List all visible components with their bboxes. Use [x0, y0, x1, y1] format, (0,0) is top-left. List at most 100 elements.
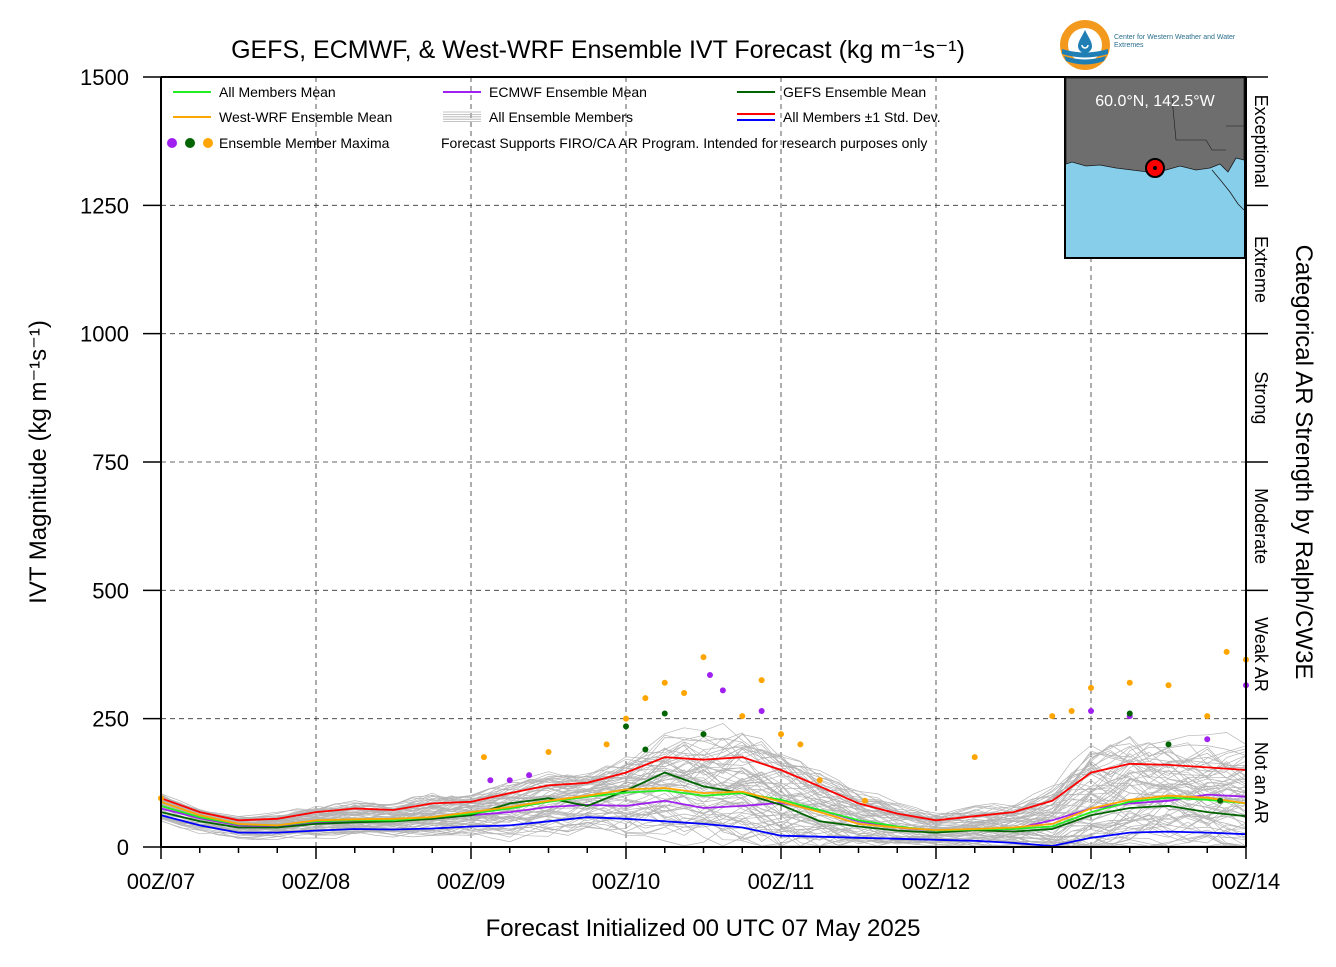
legend-label: All Ensemble Members [489, 109, 633, 125]
logo-text: Center for Western Weather and Water Ext… [1114, 34, 1236, 49]
ensemble-member-line [160, 769, 1247, 828]
x-tick-label: 00Z/10 [592, 869, 661, 894]
y-tick-label: 500 [92, 578, 129, 603]
ensemble-maxima [158, 648, 1249, 804]
x-tick-label: 00Z/11 [748, 869, 815, 894]
legend-label: GEFS Ensemble Mean [783, 84, 926, 100]
maxima-dot [1126, 679, 1133, 686]
maxima-dot [758, 677, 765, 684]
category-label: Exceptional [1251, 95, 1271, 188]
y-tick-label: 1250 [80, 193, 129, 218]
all-members-mean-line [160, 789, 1247, 832]
maxima-dot [623, 715, 629, 722]
y-tick-label: 750 [92, 450, 129, 475]
maxima-dot [739, 713, 746, 720]
maxima-dot [700, 654, 707, 661]
maxima-dot [700, 731, 707, 738]
maxima-dot [1088, 684, 1094, 691]
maxima-dot [1204, 736, 1211, 743]
gefs-mean-line [160, 771, 1247, 834]
maxima-dot [861, 797, 868, 804]
legend-label: ECMWF Ensemble Mean [489, 84, 647, 100]
maxima-dot [1068, 707, 1075, 714]
maxima-dot [603, 741, 610, 748]
location-marker-center [1153, 166, 1157, 170]
legend-swatch [167, 138, 177, 148]
grid-lines [161, 77, 1246, 847]
inset-coast-detail [1211, 169, 1245, 211]
maxima-dot [1088, 707, 1094, 714]
category-label: Extreme [1251, 236, 1271, 303]
y-tick-label: 250 [92, 707, 129, 732]
legend-swatch [185, 138, 195, 148]
inset-map: 60.0°N, 142.5°W [1064, 76, 1246, 259]
ensemble-member-line [160, 799, 1247, 843]
x-tick-label: 00Z/12 [902, 869, 971, 894]
maxima-dot [797, 741, 804, 748]
maxima-dot [1165, 741, 1172, 748]
ensemble-member-line [160, 784, 1247, 839]
axes: 00Z/07 00Z/08 00Z/09 00Z/10 00Z/11 00Z/12 00Z/… [80, 65, 1280, 894]
x-tick-label: 00Z/08 [282, 869, 351, 894]
maxima-dot [661, 679, 668, 686]
maxima-dot [1217, 797, 1224, 804]
y-tick-label: 0 [117, 835, 129, 860]
maxima-dot [706, 672, 713, 679]
maxima-dot [545, 749, 552, 756]
logo-icon [1060, 20, 1110, 70]
maxima-dot [487, 777, 494, 784]
ensemble-member-line [160, 767, 1247, 827]
maxima-dot [1223, 648, 1230, 655]
y-tick-label: 1000 [80, 322, 129, 347]
maxima-dot [681, 690, 688, 696]
category-label: Weak AR [1251, 617, 1271, 692]
legend: All Members Mean ECMWF Ensemble Mean GEFS … [167, 84, 941, 151]
maxima-dot [1049, 713, 1056, 720]
cw3e-logo: Center for Western Weather and Water Ext… [1058, 18, 1258, 74]
maxima-dot [758, 707, 765, 714]
maxima-dot [480, 754, 487, 761]
chart-title: GEFS, ECMWF, & West-WRF Ensemble IVT For… [231, 36, 965, 64]
ecmwf-mean-line [160, 793, 1247, 832]
legend-swatch [203, 138, 213, 148]
ensemble-member-line [160, 747, 1247, 823]
legend-label: All Members Mean [219, 84, 336, 100]
maxima-dot [642, 695, 649, 702]
ensemble-member-line [160, 741, 1247, 820]
inset-land [1065, 77, 1245, 173]
maxima-dot [1165, 682, 1172, 689]
maxima-dot [506, 777, 513, 784]
maxima-dot [816, 777, 823, 784]
maxima-dot [778, 731, 784, 738]
ensemble-member-line [160, 797, 1247, 844]
maxima-dot [526, 772, 533, 779]
maxima-dot [719, 687, 726, 694]
inset-border [1171, 97, 1244, 151]
ensemble-members [160, 723, 1247, 847]
maxima-dot [1204, 713, 1211, 720]
category-label: Moderate [1251, 488, 1271, 564]
maxima-dot [1126, 710, 1133, 717]
x-tick-label: 00Z/14 [1212, 869, 1281, 894]
maxima-dot [971, 754, 978, 761]
maxima-dot [661, 710, 668, 717]
category-label: Not an AR [1251, 742, 1271, 824]
x-tick-label: 00Z/07 [127, 869, 196, 894]
minus-std-line [160, 814, 1247, 847]
inset-location-label: 60.0°N, 142.5°W [1095, 93, 1215, 110]
westwrf-mean-line [160, 787, 1247, 832]
legend-label: Ensemble Member Maxima [219, 135, 390, 151]
category-labels: Not an AR Weak AR Moderate Strong Extreme Exc… [1251, 95, 1271, 824]
legend-note: Forecast Supports FIRO/CA AR Program. In… [441, 135, 927, 151]
plus-std-line [160, 756, 1247, 822]
x-axis-label: Forecast Initialized 00 UTC 07 May 2025 [486, 915, 921, 942]
ensemble-member-line [160, 741, 1247, 824]
series-lines [160, 756, 1247, 847]
ensemble-member-line [160, 815, 1246, 847]
y-tick-label: 1500 [80, 65, 129, 90]
y-axis-label: IVT Magnitude (kg m⁻¹s⁻¹) [25, 320, 52, 604]
x-tick-label: 00Z/13 [1057, 869, 1126, 894]
category-label: Strong [1251, 371, 1271, 424]
